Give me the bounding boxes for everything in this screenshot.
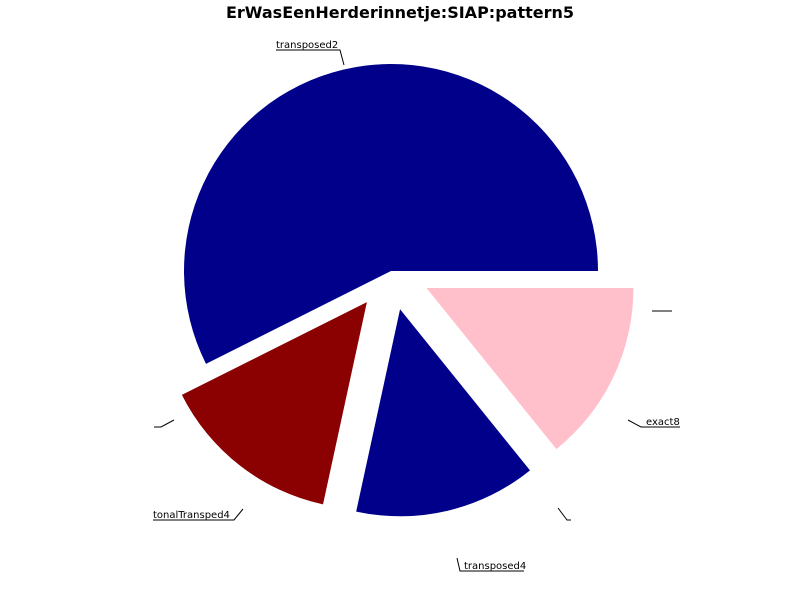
- leader-line-0: [276, 49, 345, 66]
- leader-line-5: [627, 419, 680, 428]
- pie-slice-0: [184, 64, 598, 364]
- pie-slice-5: [426, 287, 634, 450]
- slice-label-0: transposed2: [276, 40, 338, 51]
- leader-line-4: [557, 507, 571, 521]
- chart-title: ErWasEenHerderinnetje:SIAP:pattern5: [225, 3, 574, 22]
- leader-line-2: [153, 508, 244, 521]
- leader-line-3: [456, 557, 524, 572]
- slice-label-5: exact8: [646, 417, 680, 428]
- slice-label-2: tonalTransped4: [153, 510, 230, 521]
- pie-slice-3: [356, 309, 530, 517]
- slice-label-3: transposed4: [464, 561, 526, 572]
- leader-line-1: [154, 419, 175, 428]
- pie-slice-2: [181, 302, 367, 505]
